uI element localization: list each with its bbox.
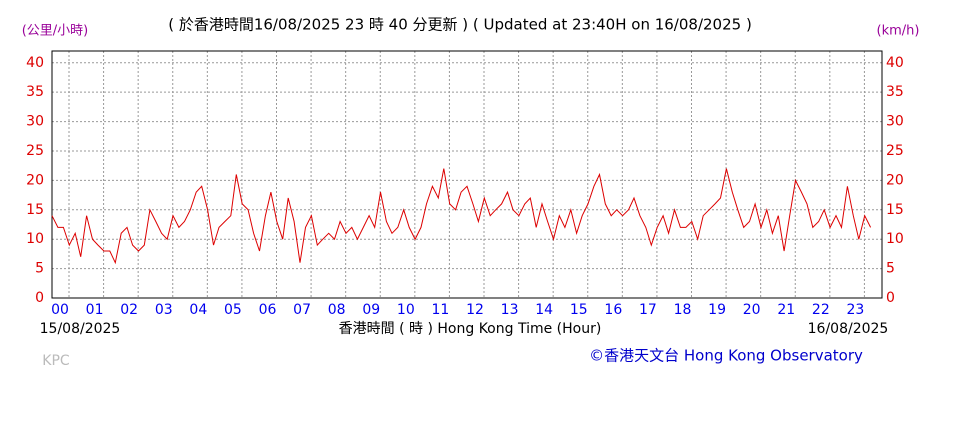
x-tick-label: 17 (639, 302, 657, 318)
x-tick-label: 04 (189, 302, 207, 318)
y-tick-label-right: 30 (886, 114, 904, 130)
y-tick-label-right: 15 (886, 202, 904, 218)
y-tick-label-right: 0 (886, 290, 895, 306)
x-tick-label: 20 (743, 302, 761, 318)
y-unit-right: (km/h) (877, 24, 920, 39)
x-tick-label: 16 (604, 302, 622, 318)
x-tick-label: 01 (86, 302, 104, 318)
y-tick-label-right: 25 (886, 143, 904, 159)
station-code: KPC (42, 353, 70, 369)
start-date: 15/08/2025 (40, 321, 121, 337)
x-tick-label: 22 (812, 302, 830, 318)
y-tick-label: 10 (26, 231, 44, 247)
wind-line (51, 168, 872, 265)
x-tick-label: 23 (847, 302, 865, 318)
y-tick-label: 5 (35, 261, 44, 277)
y-tick-label: 0 (35, 290, 44, 306)
y-tick-label: 35 (26, 84, 44, 100)
end-date: 16/08/2025 (808, 321, 889, 337)
x-tick-label: 18 (674, 302, 692, 318)
y-unit-left: (公里/小時) (22, 24, 89, 39)
x-tick-label: 07 (293, 302, 311, 318)
x-tick-label: 13 (501, 302, 519, 318)
x-tick-label: 02 (120, 302, 138, 318)
x-tick-label: 05 (224, 302, 242, 318)
y-tick-label: 40 (26, 55, 44, 71)
x-tick-label: 11 (432, 302, 450, 318)
x-tick-label: 14 (535, 302, 553, 318)
y-tick-label-right: 5 (886, 261, 895, 277)
y-tick-label-right: 10 (886, 231, 904, 247)
x-tick-label: 15 (570, 302, 588, 318)
y-tick-label-right: 20 (886, 172, 904, 188)
chart-title: ( 於香港時間16/08/2025 23 時 40 分更新 ) ( Update… (168, 16, 752, 34)
x-axis-label: 香港時間 ( 時 ) Hong Kong Time (Hour) (339, 321, 602, 337)
y-tick-label: 20 (26, 172, 44, 188)
x-tick-label: 06 (259, 302, 277, 318)
y-tick-label: 30 (26, 114, 44, 130)
x-tick-label: 09 (362, 302, 380, 318)
x-tick-label: 12 (466, 302, 484, 318)
x-tick-label: 10 (397, 302, 415, 318)
x-tick-label: 00 (51, 302, 69, 318)
x-tick-label: 19 (708, 302, 726, 318)
y-tick-label: 25 (26, 143, 44, 159)
x-tick-label: 21 (777, 302, 795, 318)
x-tick-label: 08 (328, 302, 346, 318)
credit: ©香港天文台 Hong Kong Observatory (589, 347, 863, 365)
y-tick-label-right: 40 (886, 55, 904, 71)
plot-frame (51, 50, 883, 299)
x-tick-label: 03 (155, 302, 173, 318)
y-tick-label-right: 35 (886, 84, 904, 100)
plot-area (52, 51, 882, 298)
y-tick-label: 15 (26, 202, 44, 218)
